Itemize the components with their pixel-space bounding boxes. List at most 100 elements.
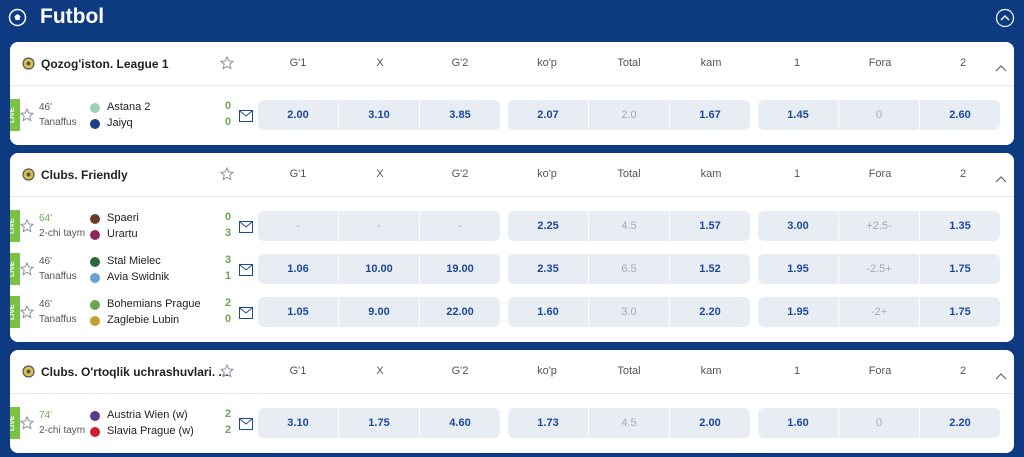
odds-cell[interactable]: 10.00 (339, 254, 419, 284)
odds-cell[interactable]: 22.00 (420, 297, 500, 327)
favorite-star[interactable] (219, 166, 235, 186)
team-name: Austria Wien (w) (107, 409, 188, 421)
column-header: G'1 (289, 365, 307, 377)
odds-cell[interactable]: 9.00 (339, 297, 419, 327)
stats-button[interactable] (239, 109, 253, 127)
odds-cell[interactable]: 2.00 (670, 408, 750, 438)
odds-cell[interactable]: - (339, 211, 419, 241)
collapse-button[interactable] (995, 8, 1015, 28)
odds-cell[interactable]: - (420, 211, 500, 241)
favorite-star[interactable] (19, 218, 35, 238)
team-logo (89, 101, 101, 119)
odds-cell[interactable]: 2.00 (258, 100, 338, 130)
odds-cell[interactable]: 1.06 (258, 254, 338, 284)
match-row: LIVE 74' 2-chi taym Austria Wien (w) 2 Slavia… (10, 402, 1014, 445)
team-score: 3 (224, 254, 232, 266)
column-header: G'2 (451, 57, 469, 69)
favorite-star[interactable] (19, 304, 35, 324)
team-score: 2 (224, 408, 232, 420)
odds-cell[interactable]: 4.60 (420, 408, 500, 438)
match-row: LIVE 64' 2-chi taym Spaeri 0 Urartu 3- - -2.25 4.… (10, 205, 1014, 248)
column-header: kam (700, 365, 722, 377)
league-header: Clubs. O'rtoqlik uchrashuvlari. ... G'1 X G… (10, 350, 1014, 394)
odds-cell[interactable]: 1.75 (339, 408, 419, 438)
odds-cell[interactable]: 1.60 (758, 408, 838, 438)
team-name: Slavia Prague (w) (107, 425, 194, 437)
odds-cell[interactable]: 1.45 (758, 100, 838, 130)
odds-cell[interactable]: 3.85 (420, 100, 500, 130)
odds-cell[interactable]: 1.67 (670, 100, 750, 130)
odds-cell[interactable]: 2.0 (589, 100, 669, 130)
league-card: Clubs. Friendly G'1 X G'2 ko'p Total kam 1 Fora 2… (10, 153, 1014, 342)
favorite-star[interactable] (19, 415, 35, 435)
odds-cell[interactable]: -2+ (839, 297, 919, 327)
column-header: kam (700, 57, 722, 69)
favorite-star[interactable] (19, 261, 35, 281)
odds-cell[interactable]: 1.57 (670, 211, 750, 241)
odds-cell[interactable]: 2.35 (508, 254, 588, 284)
match-row: LIVE 46' Tanaffus Stal Mielec 3 Avia Swidnik 1… (10, 248, 1014, 291)
live-badge: LIVE (10, 210, 20, 242)
odds-cell[interactable]: 0 (839, 408, 919, 438)
odds-cell[interactable]: 1.35 (920, 211, 1000, 241)
odds-cell[interactable]: 3.00 (758, 211, 838, 241)
odds-cell[interactable]: 6.5 (589, 254, 669, 284)
odds-cell[interactable]: 3.0 (589, 297, 669, 327)
odds-cell[interactable]: 1.60 (508, 297, 588, 327)
league-header: Clubs. Friendly G'1 X G'2 ko'p Total kam 1 Fora 2 (10, 153, 1014, 197)
match-status: Tanaffus (39, 271, 77, 282)
odds-cell[interactable]: 1.75 (920, 297, 1000, 327)
match-minute: 74' (39, 410, 53, 421)
odds-cell[interactable]: 4.5 (589, 211, 669, 241)
stats-button[interactable] (239, 220, 253, 238)
league-name: Qozog'iston. League 1 (41, 57, 169, 71)
page-title: Futbol (40, 5, 105, 28)
collapse-chevron[interactable] (995, 170, 1007, 188)
odds-cell[interactable]: 1.95 (758, 297, 838, 327)
match-status: Tanaffus (39, 117, 77, 128)
column-header: 2 (959, 365, 967, 377)
column-header: ko'p (537, 57, 557, 69)
team-score: 1 (224, 270, 232, 282)
odds-cell[interactable]: 3.10 (339, 100, 419, 130)
odds-cell[interactable]: 3.10 (258, 408, 338, 438)
odds-cell[interactable]: 2.25 (508, 211, 588, 241)
column-header: Fora (868, 57, 892, 69)
column-header: G'2 (451, 365, 469, 377)
column-header: 2 (959, 168, 967, 180)
collapse-chevron[interactable] (995, 59, 1007, 77)
odds-cell[interactable]: 2.20 (670, 297, 750, 327)
odds-cell[interactable]: - (258, 211, 338, 241)
stats-button[interactable] (239, 306, 253, 324)
odds-cell[interactable]: 1.75 (920, 254, 1000, 284)
odds-cell[interactable]: 1.05 (258, 297, 338, 327)
odds-cell[interactable]: -2.5+ (839, 254, 919, 284)
match-minute: 64' (39, 213, 53, 224)
collapse-chevron[interactable] (995, 367, 1007, 385)
odds-cell[interactable]: 2.07 (508, 100, 588, 130)
league-header: Qozog'iston. League 1 G'1 X G'2 ko'p Total kam… (10, 42, 1014, 86)
favorite-star[interactable] (219, 363, 235, 383)
odds-cell[interactable]: +2.5- (839, 211, 919, 241)
odds-cell[interactable]: 2.60 (920, 100, 1000, 130)
favorite-star[interactable] (219, 55, 235, 75)
odds-cell[interactable]: 1.52 (670, 254, 750, 284)
stats-button[interactable] (239, 263, 253, 281)
column-header: X (376, 365, 384, 377)
stats-button[interactable] (239, 417, 253, 435)
odds-cell[interactable]: 4.5 (589, 408, 669, 438)
team-score: 0 (224, 100, 232, 112)
favorite-star[interactable] (19, 107, 35, 127)
odds-cell[interactable]: 1.95 (758, 254, 838, 284)
team-logo (89, 271, 101, 289)
team-score: 0 (224, 313, 232, 325)
match-row: LIVE 46' Tanaffus Astana 2 0 Jaiyq 0 2.00 3.10 3.… (10, 94, 1014, 137)
odds-cell[interactable]: 19.00 (420, 254, 500, 284)
team-logo (89, 117, 101, 135)
odds-cell[interactable]: 1.73 (508, 408, 588, 438)
odds-cell[interactable]: 0 (839, 100, 919, 130)
odds-cell[interactable]: 2.20 (920, 408, 1000, 438)
league-card: Clubs. O'rtoqlik uchrashuvlari. ... G'1 X G… (10, 350, 1014, 453)
column-header: 1 (793, 168, 801, 180)
team-name: Bohemians Prague (107, 298, 201, 310)
